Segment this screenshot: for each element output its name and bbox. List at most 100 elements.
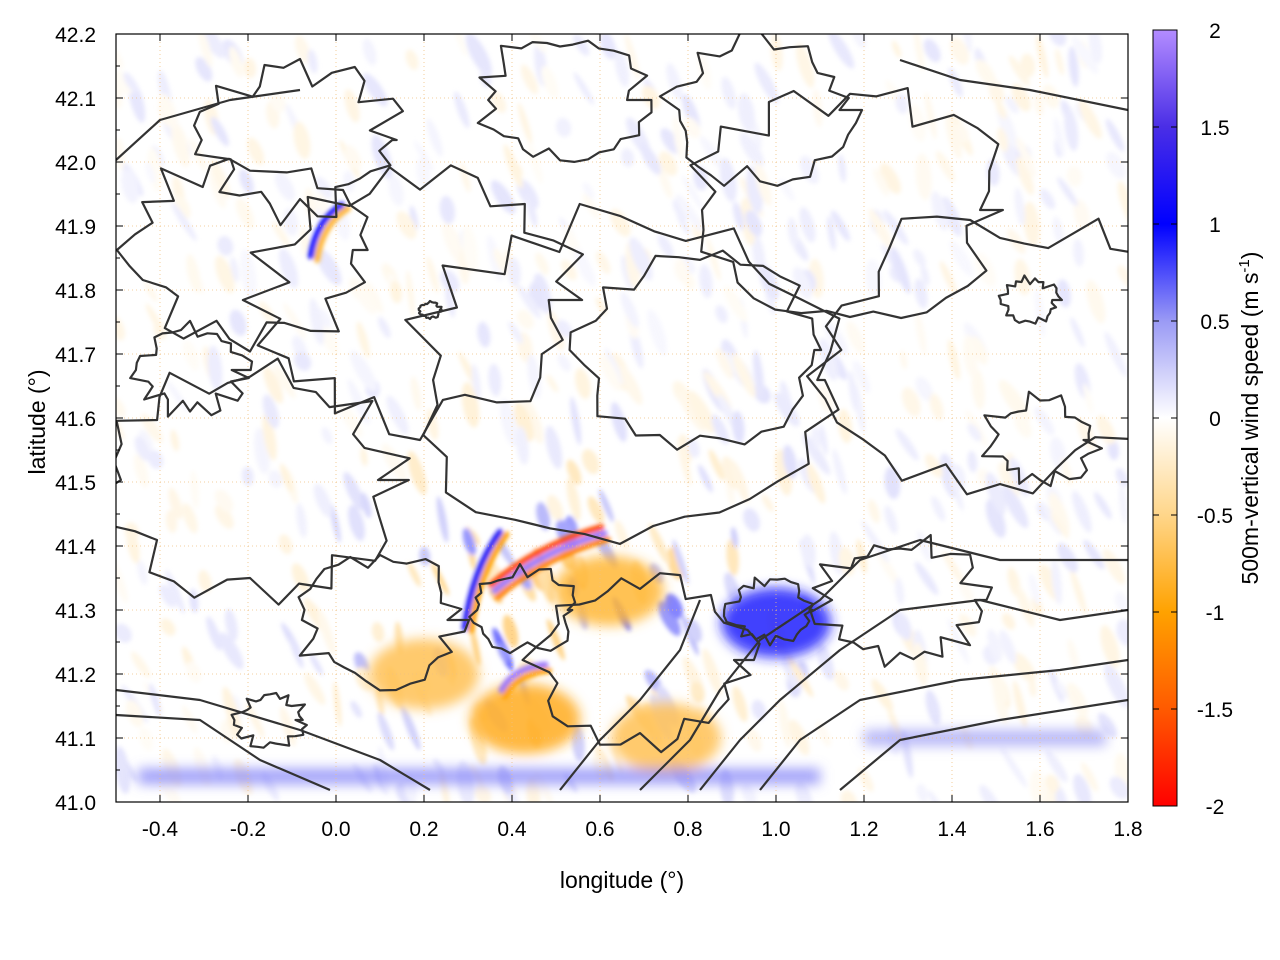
field-cell [556,117,572,138]
contour-line [230,691,308,749]
field-cell [1002,613,1016,630]
field-cell [894,577,905,605]
field-cell [375,687,385,717]
y-tick-label: 42.2 [55,24,96,47]
field-cell [278,534,293,555]
field-cell [1103,663,1128,708]
field-cell [787,217,799,247]
field-cell [806,463,826,504]
field-cell [935,150,956,182]
field-cell [431,562,450,596]
colorbar-tick-label: 1 [1209,214,1221,237]
field-cell [410,376,422,411]
field-cell [215,504,234,529]
field-cell [426,118,443,157]
field-cell [145,303,167,339]
field-cell [520,64,539,95]
field-cell [702,648,722,696]
field-cell [1067,638,1079,671]
field-cell [730,460,750,504]
field-cell [356,321,370,358]
field-cell [895,428,919,461]
field-cell [1014,413,1032,438]
field-ridge [491,530,608,594]
field-cell [681,175,705,212]
field-cell [209,169,227,209]
field-cell [610,401,627,442]
field-cell [582,182,595,200]
field-cell [1117,265,1128,289]
field-cell [837,408,853,444]
field-cell [1023,201,1040,247]
field-ridge [488,523,605,588]
field-cell [317,609,336,656]
field-cell [681,256,696,274]
field-cell [426,408,439,441]
field-cell [915,153,932,201]
field-cell [362,73,388,107]
field-ridge [494,536,611,601]
field-cell [890,246,911,294]
field-cell [737,93,755,132]
field-cell [840,790,857,802]
contour-line [699,598,1128,791]
field-cell [711,414,730,445]
field-cell [624,34,640,80]
field-cell [313,483,333,518]
field-cell [896,612,912,641]
field-ridge [308,201,345,260]
field-ridge [468,531,510,634]
field-cell [1015,585,1035,628]
x-tick-label: -0.4 [142,818,179,841]
field-cell [614,50,630,88]
field-cell [1073,199,1090,230]
field-cell [1083,539,1105,570]
field-cell [895,94,909,114]
field-cell [516,426,529,465]
field-cell [294,35,311,64]
field-cell [1080,762,1099,792]
contour-line [116,157,369,353]
field-cell [1045,750,1068,783]
field-cell [166,380,189,412]
field-cell [465,34,492,76]
field-cell [245,702,265,739]
contour-line [806,215,1128,496]
field-cell [293,121,311,160]
field-cell [350,700,363,719]
field-cell [121,168,139,204]
field-cell [587,496,604,524]
field-cell [792,266,812,300]
field-cell [754,62,779,104]
field-cell [309,298,324,346]
contour-line [468,563,577,655]
field-cell [294,351,312,371]
field-cell [827,215,836,251]
field-ridges [308,201,611,700]
field-cell [288,635,304,669]
field-cell [390,280,403,304]
field-cell [610,208,631,237]
field-cell [1106,151,1126,179]
contour-line [839,698,1128,791]
field-cell [1048,492,1070,536]
field-cell [235,197,255,229]
field-cell [739,132,764,168]
field-cell [439,195,455,225]
x-tick-label: 0.2 [409,818,438,841]
field-cell [920,264,930,286]
field-cell [1109,776,1128,800]
field-cell [198,34,213,68]
field-cell [168,487,183,520]
contour-line [476,39,653,163]
field-cell [971,336,988,365]
field-cell [867,499,880,524]
field-cell [206,616,222,651]
field-cell [344,145,362,170]
field-cell [243,58,257,79]
contour-line [722,576,815,647]
field-cell [413,140,434,172]
field-cell [916,783,928,802]
field-ridge [461,528,503,631]
field-cell [581,449,600,475]
